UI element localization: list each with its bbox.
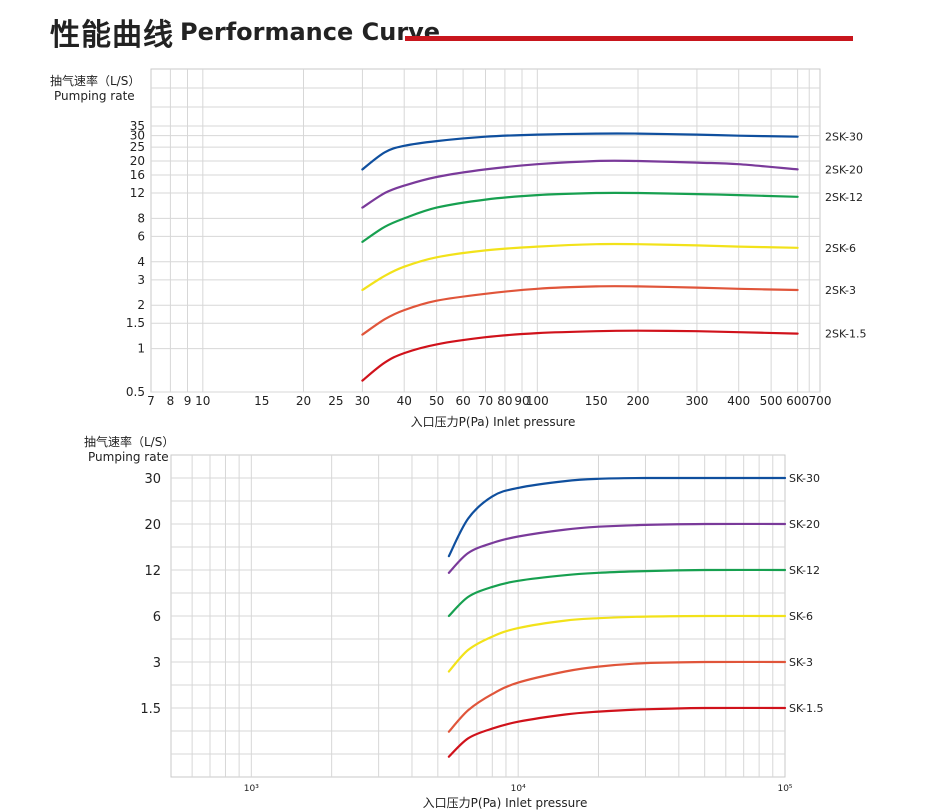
x-tick-label: 700: [809, 394, 832, 408]
series-line-sk-1.5: [447, 706, 787, 758]
x-tick-label: 9: [184, 394, 192, 408]
x-tick-label: 100: [526, 394, 549, 408]
y-tick-label: 16: [130, 168, 145, 182]
x-axis-label: 入口压力P(Pa) Inlet pressure: [423, 796, 588, 810]
y-tick-label: 1.5: [126, 316, 145, 330]
y-tick-label: 2: [137, 298, 145, 312]
x-tick-label: 10³: [244, 784, 259, 794]
series-line-sk-20: [447, 522, 787, 574]
x-tick-label: 70: [478, 394, 493, 408]
x-tick-label: 10⁵: [777, 784, 792, 794]
series-label-2sk-3: 2SK-3: [825, 284, 856, 297]
x-tick-label: 20: [296, 394, 311, 408]
y-tick-label: 12: [144, 564, 161, 579]
x-tick-label: 10⁴: [511, 784, 526, 794]
y-tick-label: 20: [130, 154, 145, 168]
x-tick-label: 7: [147, 394, 155, 408]
y-tick-label: 6: [153, 610, 161, 625]
chart-sk-performance: 30 20 12 6 3 1.5 10³ 10⁴ 10⁵ 抽气速率（L/S）Pumping rat…: [84, 434, 824, 810]
y-axis-label-en: Pumping rate: [54, 89, 135, 103]
y-tick-label: 30: [130, 129, 145, 143]
series-label-2sk-20: 2SK-20: [825, 163, 863, 176]
x-tick-label: 600: [786, 394, 809, 408]
x-tick-label: 30: [355, 394, 370, 408]
x-tick-label: 200: [627, 394, 650, 408]
series-label-2sk-1.5: 2SK-1.5: [825, 328, 867, 341]
series-label-2sk-6: 2SK-6: [825, 242, 856, 255]
x-tick-label: 50: [429, 394, 444, 408]
series-line-2sk-1.5: [361, 329, 799, 382]
y-tick-label: 4: [137, 255, 145, 269]
x-tick-label: 150: [585, 394, 608, 408]
x-tick-label: 40: [397, 394, 412, 408]
series-line-sk-3: [447, 660, 787, 733]
series-line-2sk-12: [361, 191, 799, 243]
series-line-sk-30: [447, 476, 787, 558]
series-line-sk-12: [447, 568, 787, 618]
y-tick-label: 30: [144, 472, 161, 487]
y-tick-label: 3: [137, 273, 145, 287]
y-tick-label: 1: [137, 342, 145, 356]
x-tick-label: 25: [328, 394, 343, 408]
series-label-2sk-30: 2SK-30: [825, 131, 863, 144]
x-tick-label: 500: [760, 394, 783, 408]
series-line-2sk-6: [361, 242, 799, 292]
x-axis-label: 入口压力P(Pa) Inlet pressure: [411, 415, 576, 429]
y-tick-label: 0.5: [126, 385, 145, 399]
series-label-sk-30: SK-30: [789, 472, 820, 485]
series-label-2sk-12: 2SK-12: [825, 191, 863, 204]
y-tick-label: 8: [137, 211, 145, 225]
x-tick-label: 300: [685, 394, 708, 408]
x-tick-label: 15: [254, 394, 269, 408]
x-tick-label: 8: [167, 394, 175, 408]
y-axis-label-en: Pumping rate: [88, 450, 169, 464]
page-title-cn: 性能曲线: [50, 18, 174, 53]
x-tick-label: 80: [497, 394, 512, 408]
series-label-sk-3: SK-3: [789, 656, 813, 669]
series-line-2sk-20: [361, 159, 799, 209]
y-axis-label-cn: 抽气速率（L/S）: [84, 434, 174, 449]
y-axis-label-cn: 抽气速率（L/S）: [50, 73, 140, 88]
y-tick-label: 12: [130, 186, 145, 200]
series-label-sk-20: SK-20: [789, 518, 820, 531]
x-tick-label: 10: [195, 394, 210, 408]
x-tick-label: 60: [455, 394, 470, 408]
series-line-sk-6: [447, 614, 787, 673]
series-label-sk-6: SK-6: [789, 610, 813, 623]
y-tick-label: 20: [144, 518, 161, 533]
series-label-sk-12: SK-12: [789, 564, 820, 577]
series-line-2sk-30: [361, 132, 799, 171]
page-title-en: Performance Curve: [180, 18, 441, 46]
series-label-sk-1.5: SK-1.5: [789, 702, 824, 715]
title-accent-bar: [405, 36, 853, 41]
x-tick-label: 90: [514, 394, 529, 408]
y-tick-label: 6: [137, 229, 145, 243]
y-tick-label: 3: [153, 656, 161, 671]
y-tick-label: 25: [130, 140, 145, 154]
x-tick-label: 400: [727, 394, 750, 408]
series-line-2sk-3: [361, 285, 799, 336]
y-tick-label: 35: [130, 119, 145, 133]
y-tick-label: 1.5: [140, 702, 161, 717]
